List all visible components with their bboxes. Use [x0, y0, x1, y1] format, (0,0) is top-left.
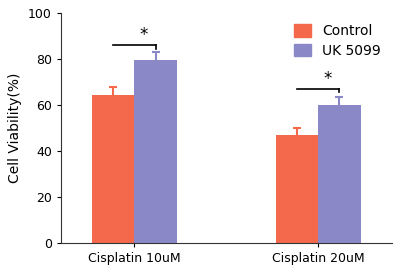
Bar — [92, 95, 134, 243]
Y-axis label: Cell Viability(%): Cell Viability(%) — [8, 73, 22, 183]
Bar — [134, 60, 177, 243]
Bar — [276, 135, 318, 243]
Bar — [318, 105, 360, 243]
Text: *: * — [323, 70, 332, 88]
Text: *: * — [139, 26, 148, 44]
Legend: Control, UK 5099: Control, UK 5099 — [290, 20, 385, 62]
